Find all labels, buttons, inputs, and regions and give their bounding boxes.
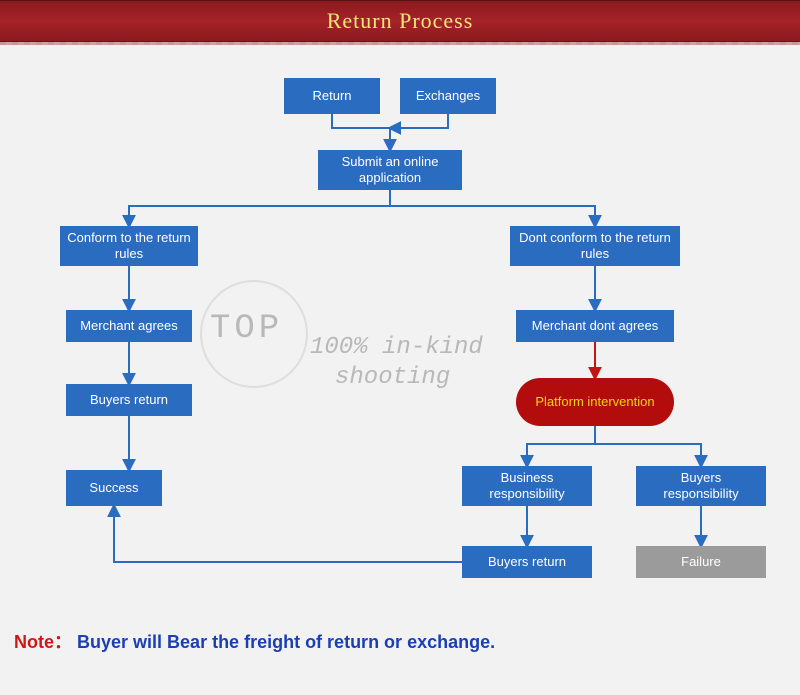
edge-platform-buyresp [595,444,701,466]
watermark-line2: shooting [335,364,450,391]
flow-node-platform: Platform intervention [516,378,674,426]
flow-node-failure: Failure [636,546,766,578]
flow-node-exchanges: Exchanges [400,78,496,114]
flow-node-submit: Submit an online application [318,150,462,190]
footer-note: Note： Buyer will Bear the freight of ret… [14,628,495,654]
edge-return-submit [332,114,390,150]
flow-node-nonconform: Dont conform to the return rules [510,226,680,266]
flow-node-buyresp: Buyers responsibility [636,466,766,506]
watermark-circle [200,280,308,388]
flow-node-success: Success [66,470,162,506]
edge-buyers2-success [114,506,462,562]
note-label: Note： [14,632,72,652]
note-text: Buyer will Bear the freight of return or… [77,632,495,652]
edge-exchanges-submit [390,114,448,128]
watermark-line1: 100% in-kind [310,334,483,361]
flow-node-buyers1: Buyers return [66,384,192,416]
flow-node-agree: Merchant agrees [66,310,192,342]
edge-submit-conform [129,190,390,226]
header-banner: Return Process [0,0,800,42]
flow-node-disagree: Merchant dont agrees [516,310,674,342]
page-title: Return Process [327,8,474,34]
flow-node-buyers2: Buyers return [462,546,592,578]
edge-submit-nonconform [390,206,595,226]
flow-node-bizresp: Business responsibility [462,466,592,506]
flow-node-conform: Conform to the return rules [60,226,198,266]
flowchart-canvas: TOP 100% in-kind shooting Return Exchange… [0,42,800,660]
flow-node-return: Return [284,78,380,114]
watermark-top: TOP [210,310,283,348]
edge-platform-bizresp [527,426,595,466]
